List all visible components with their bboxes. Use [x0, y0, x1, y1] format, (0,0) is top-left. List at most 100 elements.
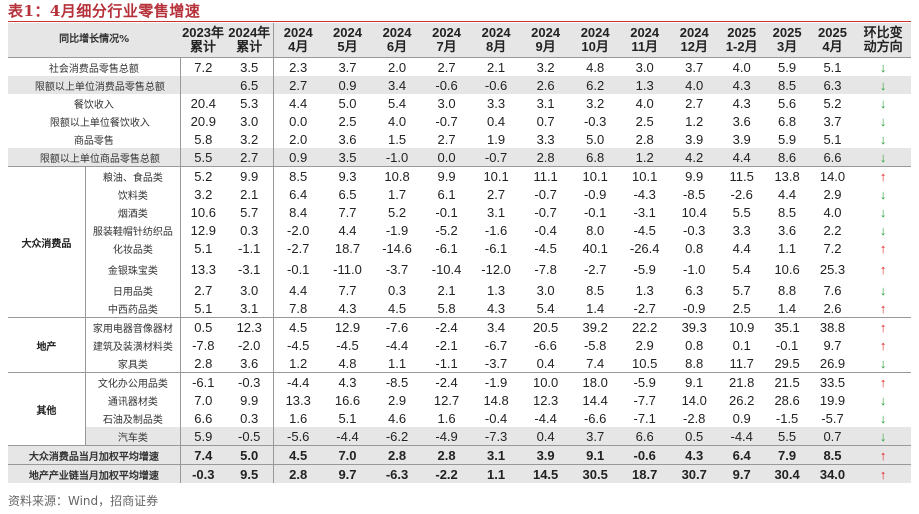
value-cell: 12.9 [190, 222, 216, 238]
table-row: 服装鞋帽针纺织品 12.9 0.3 -2.0 4.4 -1.9 -5.2 -1.6 -0.4 8.… [8, 221, 911, 239]
value-cell: 9.5 [225, 464, 274, 483]
value-cell: 2.7 [437, 131, 456, 147]
value-cell: 30.4 [764, 464, 810, 483]
value-cell: 14.0 [809, 166, 856, 185]
value-cell: -4.3 [633, 186, 656, 202]
value-cell: 4.4 [778, 186, 797, 202]
value-cell: 0.5 [669, 427, 719, 446]
value-cell: 1.6 [437, 410, 456, 426]
total-label: 大众消费品当月加权平均增速 [8, 445, 181, 465]
value-cell: 4.5 [387, 300, 407, 316]
value-cell: 3.7 [338, 59, 357, 75]
column-header: 2024 6月 [372, 23, 422, 58]
row-label: 通讯器材类 [85, 391, 181, 409]
row-label: 建筑及装潢材料类 [85, 336, 181, 354]
value-cell: -7.6 [372, 317, 422, 336]
value-cell: 8.5 [809, 445, 856, 465]
value-cell: 5.5 [764, 427, 810, 446]
value-cell: 4.3 [322, 372, 373, 391]
value-cell: 2.5 [732, 300, 751, 316]
value-cell: 1.3 [487, 282, 506, 298]
value-cell: -3.7 [385, 261, 409, 277]
column-header-period: 1-2月 [725, 39, 758, 54]
value-cell: 5.6 [778, 95, 797, 111]
value-cell: 6.3 [809, 76, 856, 94]
value-cell: 1.1 [471, 464, 521, 483]
column-header-year: 2024年 [228, 25, 271, 40]
value-cell: -7.3 [471, 427, 521, 446]
up-arrow-icon: ↑ [879, 240, 887, 256]
up-arrow-icon: ↑ [855, 372, 911, 391]
column-header-year: 2023年 [182, 25, 224, 40]
value-cell: -0.4 [484, 410, 508, 426]
row-label: 社会消费品零售总额 [8, 57, 181, 76]
value-cell: 2.8 [194, 355, 213, 371]
value-cell: 3.6 [732, 113, 751, 129]
row-label: 日用品类 [85, 281, 181, 299]
value-cell: 3.6 [778, 222, 797, 238]
value-cell: 4.4 [272, 281, 323, 299]
table-row: 汽车类 5.9 -0.5 -5.6 -4.4 -6.2 -4.9 -7.3 0.4 3.7 6.6 0… [8, 427, 911, 446]
column-header-year: 2025 [818, 25, 847, 40]
value-cell: 20.4 [190, 95, 216, 111]
up-arrow-icon: ↑ [879, 261, 887, 277]
row-label: 化妆品类 [85, 239, 181, 257]
value-cell: -3.1 [633, 204, 656, 220]
column-header: 2024 5月 [322, 23, 373, 58]
value-cell: 6.8 [570, 148, 620, 167]
value-cell: 6.6 [809, 148, 856, 167]
column-header-year: 2024 [580, 25, 610, 40]
value-cell: 2.0 [387, 59, 407, 75]
value-cell: -10.4 [431, 261, 462, 277]
value-cell: -5.2 [435, 222, 458, 238]
value-cell: 3.1 [487, 204, 506, 220]
down-arrow-icon: ↓ [879, 355, 887, 371]
value-cell: 4.2 [669, 148, 719, 167]
value-cell: 2.3 [272, 57, 323, 76]
column-header-period: 5月 [337, 39, 358, 54]
value-cell: -5.7 [821, 410, 844, 426]
value-cell: 4.0 [823, 204, 842, 220]
value-cell: 10.4 [681, 204, 707, 220]
value-cell: 3.1 [471, 445, 521, 465]
value-cell: 7.0 [194, 392, 213, 408]
up-arrow-icon: ↑ [879, 337, 887, 353]
value-cell: 6.6 [194, 410, 213, 426]
value-cell: 2.8 [421, 445, 472, 465]
column-header: 2024年 累计 [225, 23, 274, 58]
value-cell: 2.7 [437, 59, 456, 75]
value-cell: 5.1 [823, 131, 842, 147]
value-cell: 29.5 [774, 355, 800, 371]
up-arrow-icon: ↑ [855, 317, 911, 336]
value-cell: 8.5 [586, 282, 605, 298]
value-cell: -4.5 [336, 337, 359, 353]
column-header-period: 4月 [822, 39, 843, 54]
value-cell: -2.4 [421, 317, 472, 336]
column-header-period: 累计 [236, 39, 263, 54]
value-cell: -4.4 [322, 427, 373, 446]
value-cell: 4.3 [669, 445, 719, 465]
value-cell: 2.1 [437, 282, 456, 298]
value-cell: 5.3 [240, 95, 259, 111]
value-cell: 9.9 [421, 166, 472, 185]
value-cell: 35.1 [764, 317, 810, 336]
value-cell: 3.1 [240, 300, 259, 316]
value-cell: 2.5 [338, 113, 357, 129]
value-cell: 6.3 [685, 282, 704, 298]
value-cell: 12.3 [532, 392, 559, 408]
down-arrow-icon: ↓ [855, 427, 911, 446]
table-row: 餐饮收入 20.4 5.3 4.4 5.0 5.4 3.0 3.3 3.1 3.2 4.0 2.7 4.… [8, 94, 911, 112]
value-cell: 2.7 [194, 282, 213, 298]
value-cell: 19.9 [819, 392, 846, 408]
value-cell: -0.6 [471, 76, 521, 94]
row-label: 文化办公用品类 [85, 372, 181, 391]
column-header-year: 环比变 [863, 25, 903, 40]
value-cell: 6.4 [272, 185, 323, 203]
column-header-year: 2024 [432, 25, 462, 40]
table-row: 其他 文化办公用品类 -6.1 -0.3 -4.4 4.3 -8.5 -2.4 -1.9 10.0… [8, 372, 911, 446]
value-cell: -0.7 [534, 186, 557, 202]
value-cell: 2.8 [635, 131, 654, 147]
value-cell: -1.6 [484, 222, 508, 238]
value-cell: 9.9 [240, 392, 259, 408]
value-cell: 28.6 [774, 392, 800, 408]
